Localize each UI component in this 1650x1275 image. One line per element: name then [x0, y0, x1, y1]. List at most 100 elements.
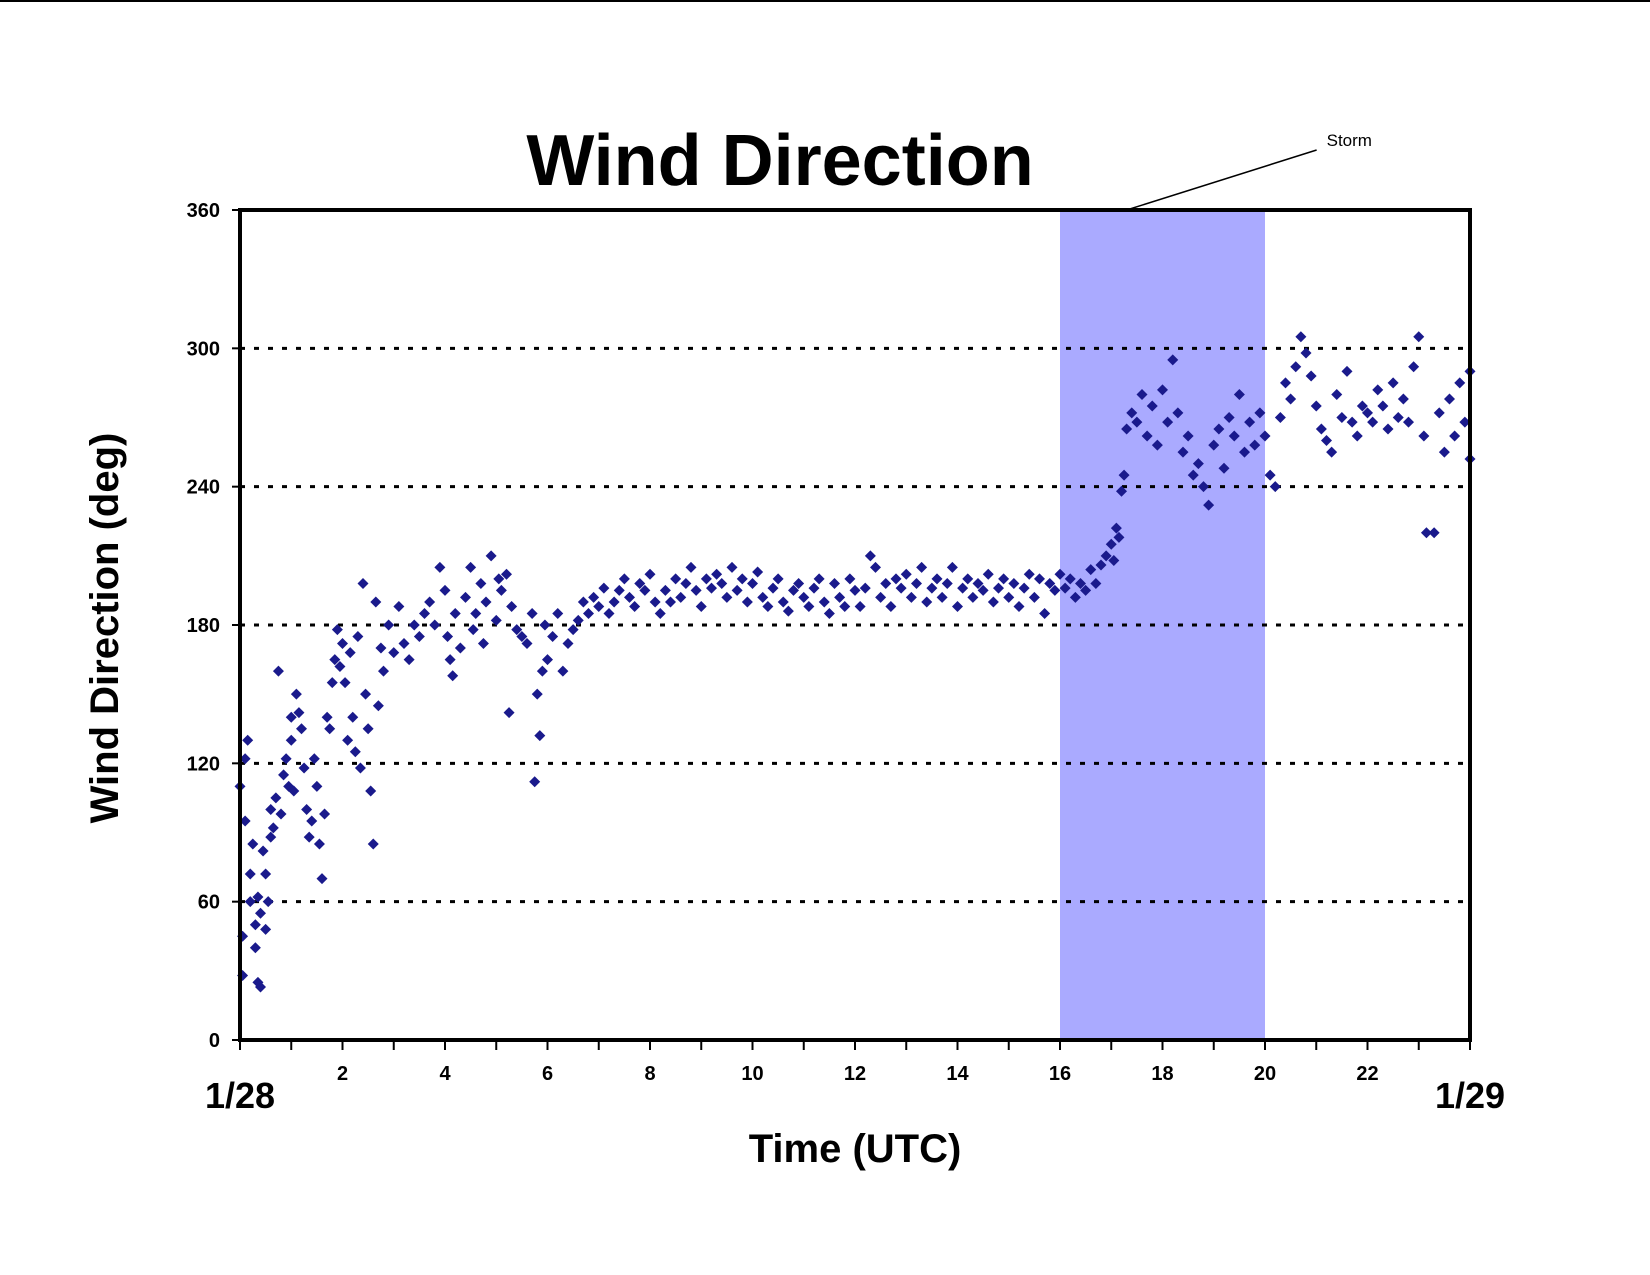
- data-point: [1418, 430, 1430, 442]
- data-point: [634, 578, 646, 589]
- data-point: [721, 591, 733, 603]
- data-point: [1438, 446, 1450, 458]
- data-point: [911, 578, 922, 589]
- data-point: [916, 561, 928, 573]
- data-point: [895, 582, 907, 594]
- data-point: [1280, 377, 1291, 389]
- data-point: [444, 654, 456, 666]
- data-point: [1377, 400, 1389, 412]
- data-point: [408, 619, 420, 631]
- data-point: [716, 578, 728, 589]
- data-point: [278, 769, 290, 781]
- data-point: [1172, 407, 1184, 419]
- data-point: [885, 601, 897, 613]
- data-point: [1331, 388, 1343, 400]
- data-point: [1382, 423, 1394, 435]
- x-tick-label: 2: [337, 1063, 348, 1085]
- data-point: [449, 607, 461, 619]
- data-point: [690, 584, 702, 596]
- data-point: [360, 688, 372, 700]
- data-point: [1397, 393, 1409, 405]
- data-point: [370, 596, 382, 608]
- data-point: [357, 578, 369, 589]
- data-point: [439, 584, 451, 596]
- data-point: [1213, 423, 1225, 435]
- data-point: [962, 573, 974, 585]
- data-point: [1064, 573, 1076, 585]
- data-point: [1059, 582, 1071, 594]
- data-point: [700, 573, 712, 585]
- data-point: [747, 578, 758, 589]
- y-tick-label: 0: [209, 1030, 220, 1052]
- data-point: [952, 601, 963, 613]
- data-point: [572, 614, 584, 626]
- data-point: [583, 607, 594, 619]
- data-point: [1254, 407, 1266, 419]
- data-point: [495, 584, 507, 596]
- data-point: [1454, 377, 1466, 389]
- data-point: [255, 907, 266, 919]
- data-point: [1131, 416, 1143, 428]
- data-point: [493, 573, 505, 585]
- storm-annotation-line: [1126, 149, 1317, 211]
- data-point: [244, 896, 256, 908]
- data-point: [1187, 469, 1199, 481]
- y-axis-ticks: 0 60 120 180 240 300 360: [187, 200, 240, 1052]
- data-point: [267, 822, 279, 834]
- data-point: [608, 596, 620, 608]
- data-point: [926, 582, 938, 594]
- x-tick-label: 22: [1356, 1063, 1378, 1085]
- data-point: [782, 605, 794, 617]
- data-point: [342, 734, 354, 746]
- data-point: [1167, 354, 1179, 366]
- date-label: 1/29: [1435, 1075, 1505, 1116]
- data-point: [1295, 331, 1307, 343]
- data-point: [367, 838, 379, 850]
- data-point: [280, 753, 292, 765]
- data-point: [788, 584, 799, 596]
- data-point: [757, 591, 769, 603]
- data-point: [618, 573, 630, 585]
- data-point: [362, 723, 374, 735]
- data-point: [1100, 550, 1112, 562]
- data-point: [1028, 591, 1040, 603]
- data-point: [1228, 430, 1240, 442]
- data-point: [736, 573, 748, 585]
- data-point: [931, 573, 943, 585]
- data-point: [511, 624, 523, 636]
- x-tick-label: 14: [946, 1063, 969, 1085]
- data-point: [255, 981, 266, 993]
- data-point: [552, 607, 564, 619]
- data-point: [303, 831, 315, 843]
- data-point: [726, 561, 738, 573]
- data-point: [1162, 416, 1174, 428]
- data-point: [516, 631, 528, 643]
- data-point: [1300, 347, 1312, 359]
- data-point: [870, 561, 881, 573]
- data-point: [1080, 584, 1092, 596]
- data-point: [1095, 559, 1107, 571]
- data-point: [859, 582, 871, 594]
- data-point: [1341, 365, 1353, 377]
- data-point: [1413, 331, 1425, 343]
- data-point: [501, 568, 512, 580]
- data-point: [506, 601, 518, 613]
- data-point: [567, 624, 579, 636]
- data-point: [1305, 370, 1317, 382]
- data-point: [1387, 377, 1399, 389]
- data-point: [972, 578, 984, 589]
- data-point: [818, 596, 830, 608]
- data-point: [557, 665, 569, 677]
- data-point: [352, 631, 364, 643]
- data-point: [1315, 423, 1327, 435]
- data-point: [244, 868, 256, 880]
- data-point: [1264, 469, 1276, 481]
- data-point: [982, 568, 994, 580]
- data-point: [347, 711, 359, 723]
- data-point: [285, 711, 297, 723]
- data-point: [1346, 416, 1358, 428]
- data-point: [659, 584, 671, 596]
- data-point: [249, 942, 261, 954]
- data-point: [270, 792, 282, 804]
- data-point: [521, 637, 533, 649]
